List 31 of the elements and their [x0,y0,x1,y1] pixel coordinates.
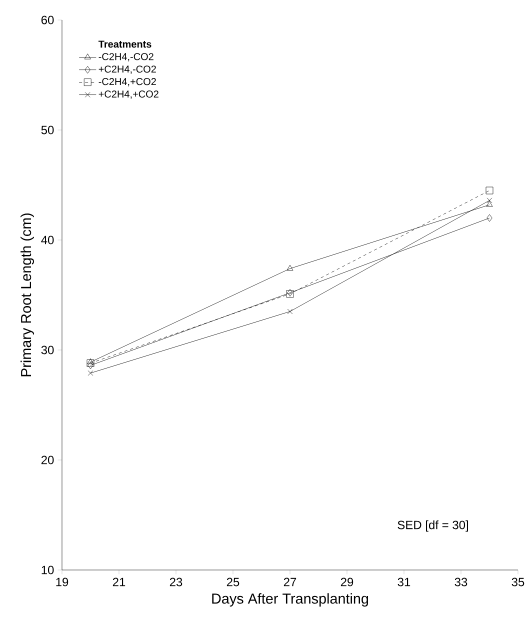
point [86,360,94,367]
y-axis-title: Primary Root Length (cm) [20,213,34,376]
point [486,198,492,204]
legend-title: Treatments [98,40,152,48]
point [87,358,94,364]
y-tick-label: 10 [42,566,54,574]
x-tick-label: 29 [340,578,354,586]
y-tick-label: 20 [41,456,54,464]
point [88,370,94,376]
x-tick-label: 33 [454,578,468,586]
legend-label: +C2H4,+CO2 [98,90,158,99]
point [486,214,492,222]
x-tick-label: 27 [284,578,296,586]
x-axis-title: Days After Transplanting [212,593,368,607]
x-tick-label: 25 [226,578,240,586]
x-tick-label: 35 [512,578,524,586]
point [287,308,293,314]
x-tick-label: 19 [56,578,68,586]
y-tick-label: 30 [41,346,54,354]
y-tick-label: 50 [41,126,54,134]
x-tick-label: 23 [170,578,182,586]
y-tick-label: 40 [41,236,54,244]
point [286,264,294,271]
legend-label: -C2H4,-CO2 [98,53,154,62]
annotation: SED [df = 30] [398,520,468,532]
point [486,186,494,194]
legend-label: +C2H4,-CO2 [98,66,156,74]
legend-label: -C2H4,+CO2 [98,78,156,86]
x-tick-label: 21 [112,578,126,586]
y-tick-label: 60 [41,16,54,24]
x-tick-label: 31 [398,578,410,586]
